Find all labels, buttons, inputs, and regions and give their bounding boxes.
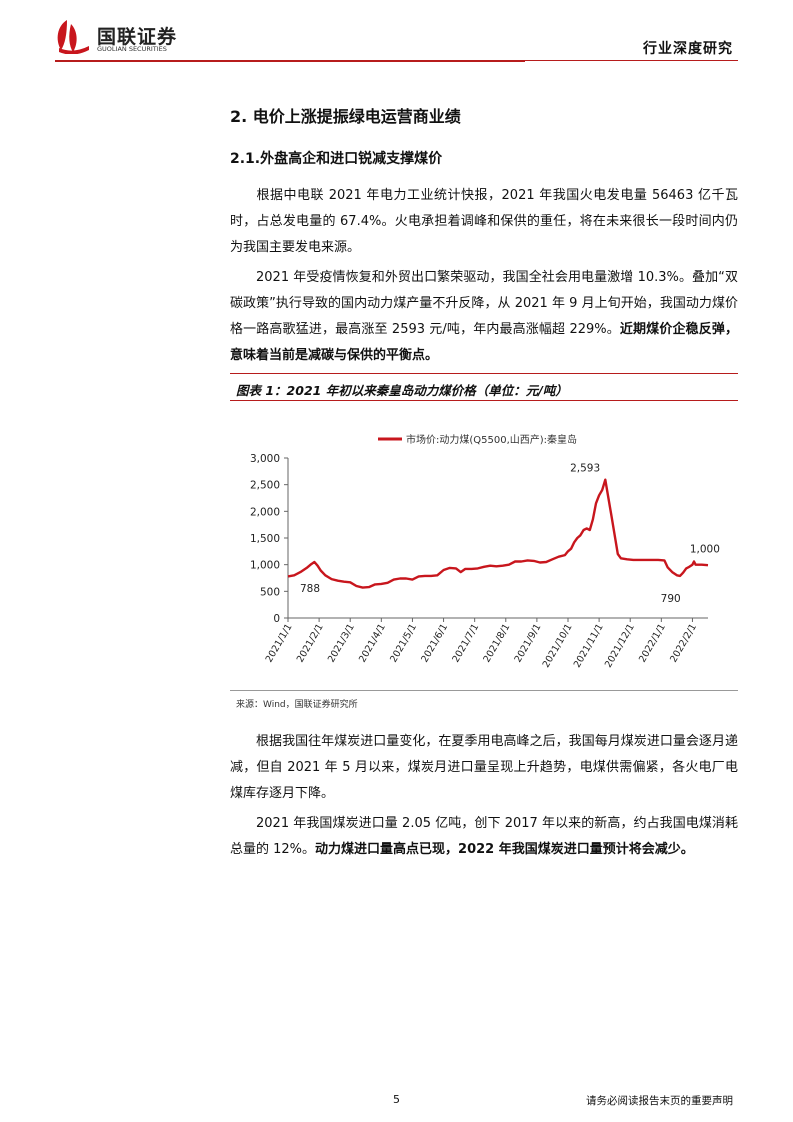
x-tick-label: 2021/1/1 xyxy=(264,622,295,664)
paragraph-3: 根据我国往年煤炭进口量变化，在夏季用电高峰之后，我国每月煤炭进口量会逐月递减，但… xyxy=(230,729,738,807)
y-tick-label: 2,000 xyxy=(250,506,280,518)
subsection-title: 2.1.外盘高企和进口锐减支撑煤价 xyxy=(230,151,443,167)
paragraph-3-text: 根据我国往年煤炭进口量变化，在夏季用电高峰之后，我国每月煤炭进口量会逐月递减，但… xyxy=(230,734,738,801)
y-tick-label: 2,500 xyxy=(250,480,280,492)
x-tick-label: 2021/4/1 xyxy=(357,622,388,664)
paragraph-2: 2021 年受疫情恢复和外贸出口繁荣驱动，我国全社会用电量激增 10.3%。叠加… xyxy=(230,265,738,369)
x-tick-label: 2021/7/1 xyxy=(450,622,481,664)
x-tick-label: 2021/5/1 xyxy=(388,622,419,664)
paragraph-1: 根据中电联 2021 年电力工业统计快报，2021 年我国火电发电量 56463… xyxy=(230,183,738,261)
x-axis: 2021/1/1 2021/2/1 2021/3/1 2021/4/1 2021/5/1… xyxy=(264,617,708,670)
guolian-logo-icon xyxy=(57,20,89,55)
x-tick-label: 2021/12/1 xyxy=(603,622,637,670)
series-line xyxy=(287,478,709,589)
figure-bottom-rule xyxy=(230,690,738,691)
doc-type: 行业深度研究 xyxy=(643,41,733,57)
x-tick-label: 2021/3/1 xyxy=(326,622,357,664)
paragraph-1-text: 根据中电联 2021 年电力工业统计快报，2021 年我国火电发电量 56463… xyxy=(230,188,738,255)
data-label: 790 xyxy=(661,593,681,605)
chart-legend: 市场价:动力煤(Q5500,山西产):秦皇岛 xyxy=(378,433,577,446)
x-tick-label: 2021/2/1 xyxy=(295,622,326,664)
logo-text-en: GUOLIAN SECURITIES xyxy=(97,45,167,53)
y-tick-label: 0 xyxy=(273,613,280,625)
paragraph-2-bold: 近期煤价企稳反弹，意味着当前是减碳与保供的平衡点。 xyxy=(230,322,738,363)
y-tick-label: 3,000 xyxy=(250,453,280,465)
section-title: 2. 电价上涨提振绿电运营商业绩 xyxy=(230,107,461,126)
paragraph-4: 2021 年我国煤炭进口量 2.05 亿吨，创下 2017 年以来的新高，约占我… xyxy=(230,811,738,863)
paragraph-4-bold: 动力煤进口量高点已现，2022 年我国煤炭进口量预计将会减少。 xyxy=(315,842,694,857)
footer-notice: 请务必阅读报告末页的重要声明 xyxy=(586,1095,733,1107)
logo-text-cn: 国联证券 xyxy=(97,26,178,48)
header-divider-thick xyxy=(55,60,525,62)
x-tick-label: 2022/1/1 xyxy=(637,622,668,664)
x-tick-label: 2021/8/1 xyxy=(482,622,513,664)
paragraph-4-text: 2021 年我国煤炭进口量 2.05 亿吨，创下 2017 年以来的新高，约占我… xyxy=(230,816,738,857)
page-number: 5 xyxy=(393,1093,400,1106)
y-tick-label: 500 xyxy=(260,586,280,598)
chart-annotations: 788 2,593 790 1,000 xyxy=(300,463,720,605)
coal-price-chart: 市场价:动力煤(Q5500,山西产):秦皇岛 0 500 1,000 1,500 2,0… xyxy=(250,433,720,670)
x-tick-label: 2021/6/1 xyxy=(419,622,450,664)
figure-caption-rule xyxy=(230,400,738,401)
x-tick-label: 2021/9/1 xyxy=(513,622,544,664)
y-axis: 0 500 1,000 1,500 2,000 2,500 3,000 xyxy=(250,453,289,625)
figure-top-rule xyxy=(230,373,738,374)
x-tick-label: 2021/10/1 xyxy=(541,622,575,670)
figure-caption: 图表 1：2021 年初以来秦皇岛动力煤价格（单位：元/吨） xyxy=(236,383,568,398)
legend-label: 市场价:动力煤(Q5500,山西产):秦皇岛 xyxy=(406,433,577,446)
figure-source: 来源：Wind，国联证券研究所 xyxy=(236,700,358,710)
x-tick-label: 2021/11/1 xyxy=(572,622,606,670)
data-label: 2,593 xyxy=(570,463,600,475)
y-tick-label: 1,000 xyxy=(250,560,280,572)
data-label: 1,000 xyxy=(690,544,720,556)
paragraph-2-text: 2021 年受疫情恢复和外贸出口繁荣驱动，我国全社会用电量激增 10.3%。叠加… xyxy=(230,270,738,337)
data-label: 788 xyxy=(300,583,320,595)
logo: 国联证券 GUOLIAN SECURITIES xyxy=(55,18,205,58)
y-tick-label: 1,500 xyxy=(250,533,280,545)
x-tick-label: 2022/2/1 xyxy=(668,622,699,664)
